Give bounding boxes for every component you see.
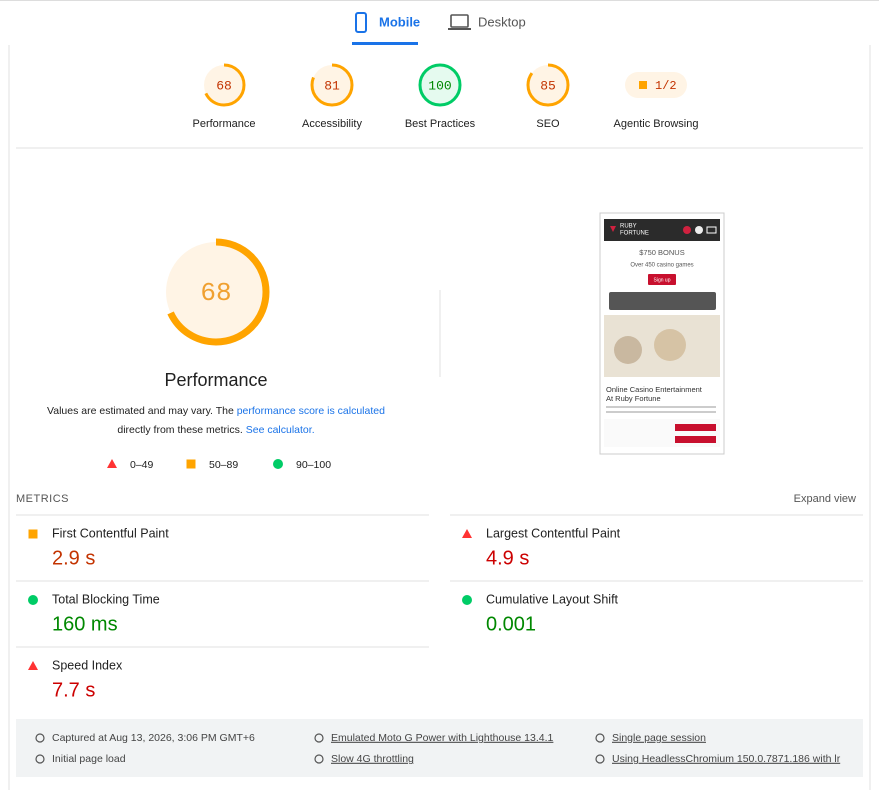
footer-text[interactable]: Single page session <box>612 732 706 744</box>
gauge-score: 68 <box>216 78 232 93</box>
metric-label: Cumulative Layout Shift <box>486 592 619 606</box>
preview-notice <box>609 292 716 310</box>
footer-text[interactable]: Using HeadlessChromium 150.0.7871.186 wi… <box>612 753 841 765</box>
footer <box>16 719 863 777</box>
gauge-label: Best Practices <box>405 118 476 130</box>
metric-icon <box>28 595 38 605</box>
agentic[interactable]: 1/2 Agentic Browsing <box>614 72 699 130</box>
metric-label: Total Blocking Time <box>52 592 160 606</box>
gauge-bg <box>420 65 460 105</box>
desktop-icon <box>450 14 469 28</box>
footer-icon <box>35 754 45 764</box>
mobile-icon <box>355 12 367 33</box>
footer-icon <box>314 733 324 743</box>
metric-value: 4.9 s <box>486 547 529 569</box>
preview-cookie-button <box>675 436 716 443</box>
metric-icon <box>462 529 472 538</box>
top-border <box>0 0 879 1</box>
preview-heading: Online Casino Entertainment <box>606 385 703 394</box>
preview-header <box>604 219 720 241</box>
footer-text: Initial page load <box>52 753 126 765</box>
gauge-score: 68 <box>200 278 231 308</box>
gauge-score: 81 <box>324 78 340 93</box>
preview-paragraph <box>606 411 716 413</box>
metric-label: Speed Index <box>52 658 123 672</box>
agentic-pill <box>625 72 687 98</box>
gauge-bg <box>312 65 352 105</box>
gauge-score: 85 <box>540 78 556 93</box>
description: directly from these metrics. See calcula… <box>117 424 314 436</box>
gauge-score: 100 <box>428 78 451 93</box>
description: Values are estimated and may vary. The p… <box>47 405 385 417</box>
preview-image <box>654 329 686 361</box>
desc-text: directly from these metrics. <box>117 424 245 436</box>
preview-logo <box>610 226 616 232</box>
desc-link[interactable]: See calculator. <box>246 424 315 436</box>
preview-icon <box>683 226 691 234</box>
preview-cookie-button <box>675 424 716 431</box>
footer-icon <box>314 754 324 764</box>
agentic-icon <box>639 81 647 89</box>
legend-icon <box>273 459 283 469</box>
legend-icon <box>107 459 117 468</box>
metric-label: Largest Contentful Paint <box>486 526 621 540</box>
metric-value: 160 ms <box>52 613 118 635</box>
legend-label: 50–89 <box>209 459 238 471</box>
tab-indicator <box>352 42 418 45</box>
metric-value: 2.9 s <box>52 547 95 569</box>
metric-label: First Contentful Paint <box>52 526 169 540</box>
preview-brand: RUBY <box>620 224 637 230</box>
preview: RUBY FORTUNE $750 BONUS Over 450 casino … <box>599 212 725 455</box>
tab-mobile[interactable]: Mobile <box>352 12 420 45</box>
preview-games: Over 450 casino games <box>630 263 693 269</box>
gauge-arc <box>310 63 354 107</box>
legend-label: 90–100 <box>296 459 331 471</box>
expand-view[interactable]: Expand view <box>794 493 856 505</box>
footer-text[interactable]: Slow 4G throttling <box>331 753 414 765</box>
tab-label: Mobile <box>379 14 420 29</box>
gauge-bg <box>166 242 266 342</box>
footer-text[interactable]: Emulated Moto G Power with Lighthouse 13… <box>331 732 554 744</box>
preview-button-label: Sign up <box>654 277 671 283</box>
agentic-value: 1/2 <box>655 79 677 93</box>
footer-icon <box>595 733 605 743</box>
gauge-label: Performance <box>193 118 256 130</box>
preview-heading: At Ruby Fortune <box>606 394 661 403</box>
gauge-label: Accessibility <box>302 118 362 130</box>
agentic-label: Agentic Browsing <box>614 118 699 130</box>
preview-button <box>648 274 676 285</box>
metric-value: 7.7 s <box>52 679 95 701</box>
metric-icon <box>28 529 38 539</box>
gauge-bg <box>204 65 244 105</box>
gauge-label: SEO <box>536 118 560 130</box>
tab-desktop[interactable]: Desktop <box>448 14 526 30</box>
preview-paragraph <box>606 406 716 408</box>
metric-value: 0.001 <box>486 613 536 635</box>
preview-bonus: $750 BONUS <box>639 248 684 257</box>
metric-icon <box>28 661 38 670</box>
metrics-title: METRICS <box>16 493 69 505</box>
footer-icon <box>595 754 605 764</box>
tab-label: Desktop <box>478 14 526 29</box>
gauge-bg <box>528 65 568 105</box>
footer-icon <box>35 733 45 743</box>
legend-icon <box>186 459 196 469</box>
preview-icon <box>695 226 703 234</box>
desc-text: Values are estimated and may vary. The <box>47 405 237 417</box>
metric-icon <box>462 595 472 605</box>
gauge-arc <box>162 238 270 346</box>
main-title: Performance <box>164 370 267 390</box>
gauge-arc <box>202 63 246 107</box>
preview-menu <box>706 226 717 234</box>
preview-image <box>614 336 642 364</box>
legend-label: 0–49 <box>130 459 154 471</box>
preview-brand: FORTUNE <box>620 231 649 237</box>
footer-text: Captured at Aug 13, 2026, 3:06 PM GMT+6 <box>52 732 255 744</box>
desc-link[interactable]: performance score is calculated <box>237 405 385 417</box>
gauge-arc <box>526 63 570 107</box>
gauge-arc <box>418 63 462 107</box>
